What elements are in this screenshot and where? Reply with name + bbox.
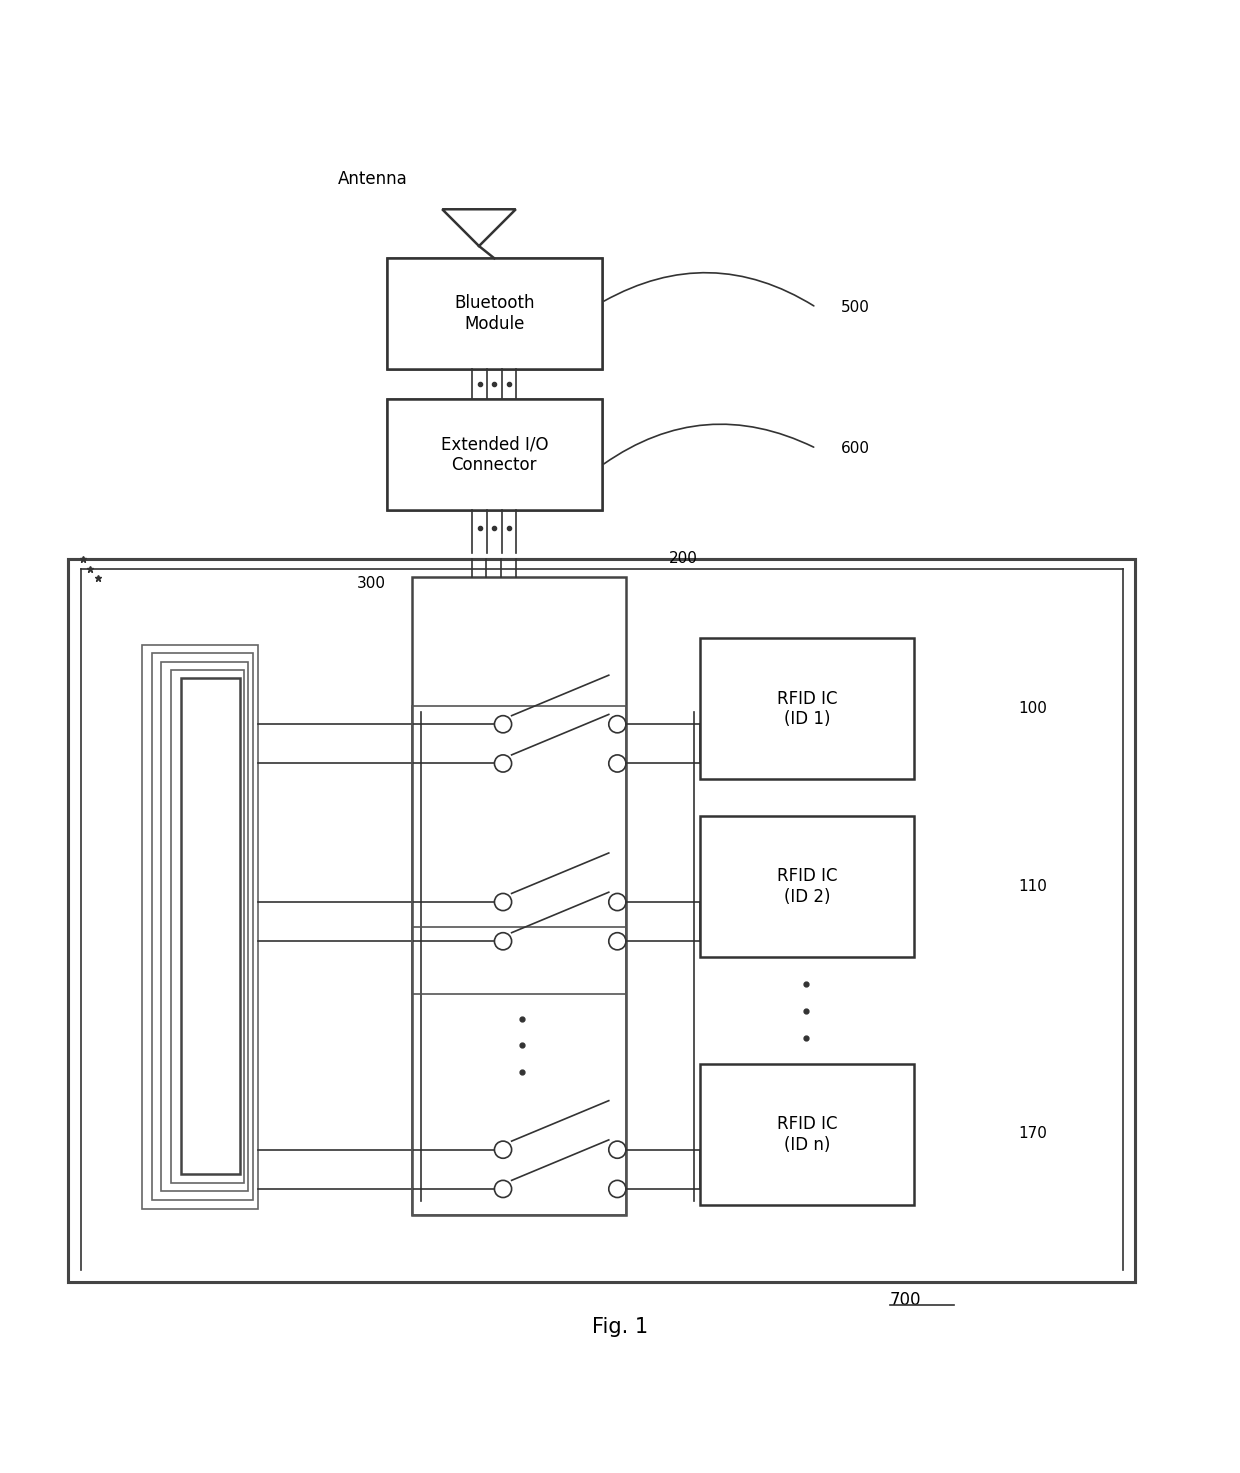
Bar xyxy=(141,645,258,1208)
Text: RFID IC
(ID 2): RFID IC (ID 2) xyxy=(776,868,837,906)
Text: 300: 300 xyxy=(356,576,386,591)
Bar xyxy=(161,661,248,1192)
Bar xyxy=(171,670,243,1183)
Text: RFID IC
(ID 1): RFID IC (ID 1) xyxy=(776,689,837,728)
Bar xyxy=(78,567,1125,1273)
Bar xyxy=(108,586,1096,1251)
Text: Antenna: Antenna xyxy=(339,169,408,187)
Bar xyxy=(387,399,601,510)
Bar xyxy=(699,816,914,957)
Bar xyxy=(699,638,914,779)
Text: Extended I/O
Connector: Extended I/O Connector xyxy=(440,435,548,474)
Bar xyxy=(161,661,248,1192)
Bar xyxy=(387,258,601,368)
Text: 500: 500 xyxy=(841,300,869,315)
Bar xyxy=(68,558,1135,1282)
Bar xyxy=(412,927,626,1215)
Text: 170: 170 xyxy=(1018,1127,1048,1142)
Text: 100: 100 xyxy=(1018,701,1048,716)
Text: 110: 110 xyxy=(1018,878,1048,894)
Text: Fig. 1: Fig. 1 xyxy=(591,1317,649,1337)
Bar xyxy=(387,258,601,368)
Bar xyxy=(93,577,1111,1261)
Bar xyxy=(141,645,258,1208)
Bar xyxy=(151,653,253,1200)
Text: 200: 200 xyxy=(670,551,698,566)
Bar xyxy=(387,399,601,510)
Bar xyxy=(171,670,243,1183)
Bar xyxy=(68,558,1135,1282)
Bar xyxy=(412,706,626,994)
Bar xyxy=(412,577,626,1215)
Text: 600: 600 xyxy=(841,440,869,455)
Bar xyxy=(93,577,1111,1261)
Text: RFID IC
(ID n): RFID IC (ID n) xyxy=(776,1115,837,1153)
Bar xyxy=(108,586,1096,1251)
Bar xyxy=(699,1064,914,1205)
Bar xyxy=(78,567,1125,1273)
Text: Bluetooth
Module: Bluetooth Module xyxy=(454,295,534,333)
Bar xyxy=(181,678,239,1174)
Text: 700: 700 xyxy=(890,1290,921,1308)
Bar xyxy=(151,653,253,1200)
Bar xyxy=(412,577,626,1215)
